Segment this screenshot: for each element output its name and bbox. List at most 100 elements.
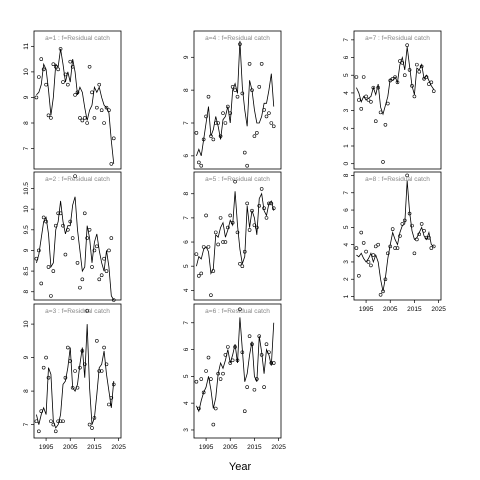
panel-1-y-tick-label: 8 — [23, 121, 30, 125]
panel-1-data-point — [75, 90, 80, 95]
panel-6-y-tick-label: 4 — [183, 401, 190, 405]
panel-1-data-point — [63, 72, 68, 77]
panel-5-data-point — [204, 213, 208, 218]
panel-5-data-point — [240, 264, 245, 268]
panel-3-data-point — [87, 422, 92, 427]
panel-2-data-point — [56, 211, 60, 216]
panel-5-data-point — [221, 240, 225, 244]
panel-8-data-point — [417, 232, 422, 237]
panel-8-data-point — [395, 246, 400, 250]
panel-8-data-point — [424, 235, 429, 240]
panel-2-data-point — [82, 211, 87, 216]
panel-7-y-tick-label: 6 — [343, 55, 350, 59]
panel-5-data-point — [252, 223, 257, 227]
panel-4-y-tick-label: 9 — [183, 55, 190, 59]
panel-7-data-point — [369, 99, 373, 104]
panel-3-data-point — [85, 308, 89, 313]
panel-6-data-point — [211, 422, 216, 427]
panel-1-y-tick-label: 10 — [23, 68, 30, 76]
x-axis-label: Year — [229, 461, 252, 473]
panel-1-data-point — [61, 80, 65, 84]
panel-6-data-point — [255, 377, 259, 381]
panel-5-data-point — [199, 271, 204, 276]
panel-3-data-point — [111, 382, 116, 387]
panel-4-data-point — [259, 62, 264, 66]
panel-4-data-point — [201, 137, 206, 142]
panel-7-data-point — [381, 160, 385, 164]
panel-4-data-point — [271, 124, 276, 129]
panel-1-data-point — [109, 162, 114, 166]
panel-5-data-point — [216, 242, 220, 247]
panel-8-y-tick-label: 1 — [343, 294, 350, 298]
panel-6-data-point — [269, 361, 274, 365]
panel-1-data-point — [107, 108, 111, 113]
panel-7-y-tick-label: 2 — [343, 126, 350, 130]
panel-1-data-point — [97, 82, 102, 87]
panel-4-data-point — [242, 150, 247, 155]
panel-2-data-point — [102, 256, 106, 261]
panel-5-data-point — [233, 179, 237, 184]
panel-8-series-line — [356, 180, 434, 292]
panel-6-data-point — [218, 377, 223, 381]
panel-7-data-point — [354, 75, 359, 79]
panel-6-title: a=6 : f=Residual catch — [205, 308, 270, 315]
panel-3-series-line — [36, 324, 115, 429]
panel-2-data-point — [46, 265, 51, 269]
panel-3-data-point — [63, 375, 68, 380]
panel-8-y-tick-label: 5 — [343, 225, 350, 229]
panel-8-data-point — [364, 249, 368, 254]
panel-4-data-point — [264, 114, 269, 119]
panel-7-data-point — [415, 62, 419, 67]
panel-6-y-tick-label: 6 — [183, 347, 190, 351]
panel-1-data-point — [56, 67, 60, 72]
panel-1: 7 8 9 10 11 a=1 : f=Residual catch — [23, 30, 122, 170]
panel-8-title: a=8 : f=Residual catch — [365, 176, 430, 183]
panel-5-data-point — [209, 293, 213, 297]
panel-5-data-point — [264, 216, 269, 220]
panel-8-data-point — [359, 230, 364, 235]
panel-1-data-point — [111, 136, 116, 141]
panel-4-data-point — [226, 104, 230, 109]
panel-4-data-point — [197, 160, 201, 165]
panel-8-data-point — [357, 273, 361, 278]
panel-6-data-point — [226, 345, 230, 349]
panel-4-data-point — [269, 121, 274, 125]
panel-1-y-tick-label: 9 — [23, 95, 30, 99]
panel-1-data-point — [99, 108, 104, 113]
panel-5-data-point — [238, 261, 242, 266]
panel-6-data-point — [221, 371, 225, 376]
panel-6-data-point — [197, 406, 201, 411]
panel-7-data-point — [417, 69, 422, 74]
panel-1-data-point — [104, 105, 109, 110]
panel-7-data-point — [395, 80, 400, 85]
panel-4-y-tick-label: 6 — [183, 154, 190, 158]
panel-8-data-point — [431, 244, 436, 249]
panel-1-data-point — [51, 62, 56, 67]
panel-8-y-tick-label: 4 — [343, 242, 350, 246]
panel-8-data-point — [388, 244, 393, 249]
panel-7-data-point — [419, 64, 424, 69]
panel-8-frame — [353, 171, 442, 301]
panel-7-data-point — [410, 84, 414, 88]
panel-5-data-point — [247, 228, 252, 232]
panel-7-data-point — [393, 75, 397, 79]
panel-3-data-point — [75, 385, 80, 390]
panel-4-data-point — [194, 131, 199, 135]
panel-5-data-point — [228, 213, 233, 218]
panel-4-frame — [193, 30, 282, 170]
panel-6-x-tick-label: 1995 — [199, 444, 214, 451]
panel-4-data-point — [262, 108, 266, 112]
panel-2-y-tick-label: 10.5 — [23, 182, 30, 195]
panel-8-data-point — [407, 211, 412, 216]
panel-2-data-point — [53, 223, 58, 228]
panel-5-data-point — [201, 245, 206, 249]
panel-6-data-point — [213, 406, 218, 411]
panel-2-data-point — [107, 248, 111, 253]
panel-3-data-point — [80, 349, 85, 353]
panel-2-frame — [33, 171, 122, 301]
panel-5-data-point — [213, 230, 218, 235]
panel-7-data-point — [422, 76, 426, 81]
panel-2-y-tick-label: 9.5 — [23, 225, 30, 234]
panel-4-data-point — [238, 42, 242, 46]
panel-8-data-point — [393, 246, 397, 250]
